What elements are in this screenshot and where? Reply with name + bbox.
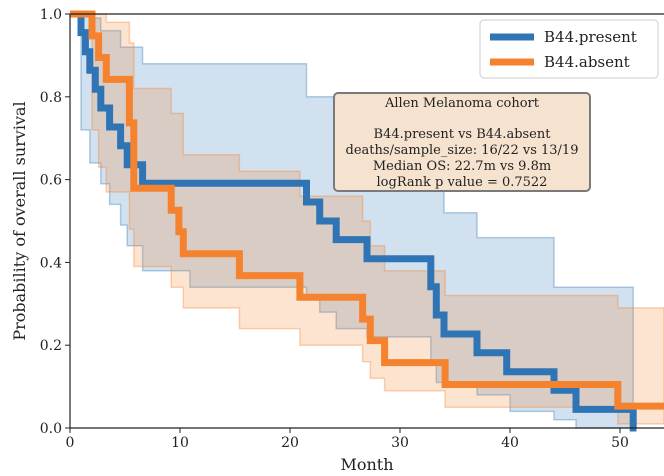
confidence-bands	[70, 13, 664, 429]
y-ticks: 0.0 0.2 0.4 0.6 0.8 1.0	[40, 7, 70, 437]
x-tick-label: 30	[391, 435, 409, 451]
x-tick-label: 0	[66, 435, 75, 451]
y-axis-title: Probability of overall survival	[10, 101, 29, 340]
axes: 0 10 20 30 40 50 0.0 0.2 0.4 0.6 0.8 1.0 Month Pro…	[10, 7, 664, 474]
ci-band-b44-absent	[70, 13, 664, 425]
survival-line-b44-absent	[70, 10, 664, 410]
annotation-cohort: Allen Melanoma cohort	[384, 96, 540, 111]
survival-line-b44-present	[70, 10, 637, 432]
ci-band-b44-present	[70, 13, 634, 429]
legend-label-b44-present: B44.present	[544, 28, 637, 46]
y-tick-label: 0.2	[40, 338, 62, 354]
stats-annotation: Allen Melanoma cohort B44.present vs B44…	[333, 92, 591, 192]
y-tick-label: 1.0	[40, 7, 62, 23]
survival-curves	[70, 10, 664, 432]
legend: B44.present B44.absent	[479, 19, 659, 79]
legend-label-b44-absent: B44.absent	[544, 53, 630, 71]
annotation-median-os: Median OS: 22.7m vs 9.8m	[373, 159, 551, 174]
x-tick-label: 10	[171, 435, 189, 451]
x-axis-title: Month	[340, 455, 393, 474]
annotation-box	[333, 92, 591, 192]
y-tick-label: 0.0	[40, 421, 62, 437]
annotation-logrank: logRank p value = 0.7522	[377, 175, 548, 190]
x-tick-label: 20	[281, 435, 299, 451]
annotation-comparison: B44.present vs B44.absent	[374, 127, 552, 142]
x-tick-label: 50	[611, 435, 629, 451]
y-tick-label: 0.4	[40, 255, 62, 271]
x-tick-label: 40	[501, 435, 519, 451]
y-tick-label: 0.6	[40, 173, 62, 189]
y-tick-label: 0.8	[40, 90, 62, 106]
annotation-deaths: deaths/sample_size: 16/22 vs 13/19	[346, 143, 579, 158]
x-ticks: 0 10 20 30 40 50	[66, 428, 629, 451]
